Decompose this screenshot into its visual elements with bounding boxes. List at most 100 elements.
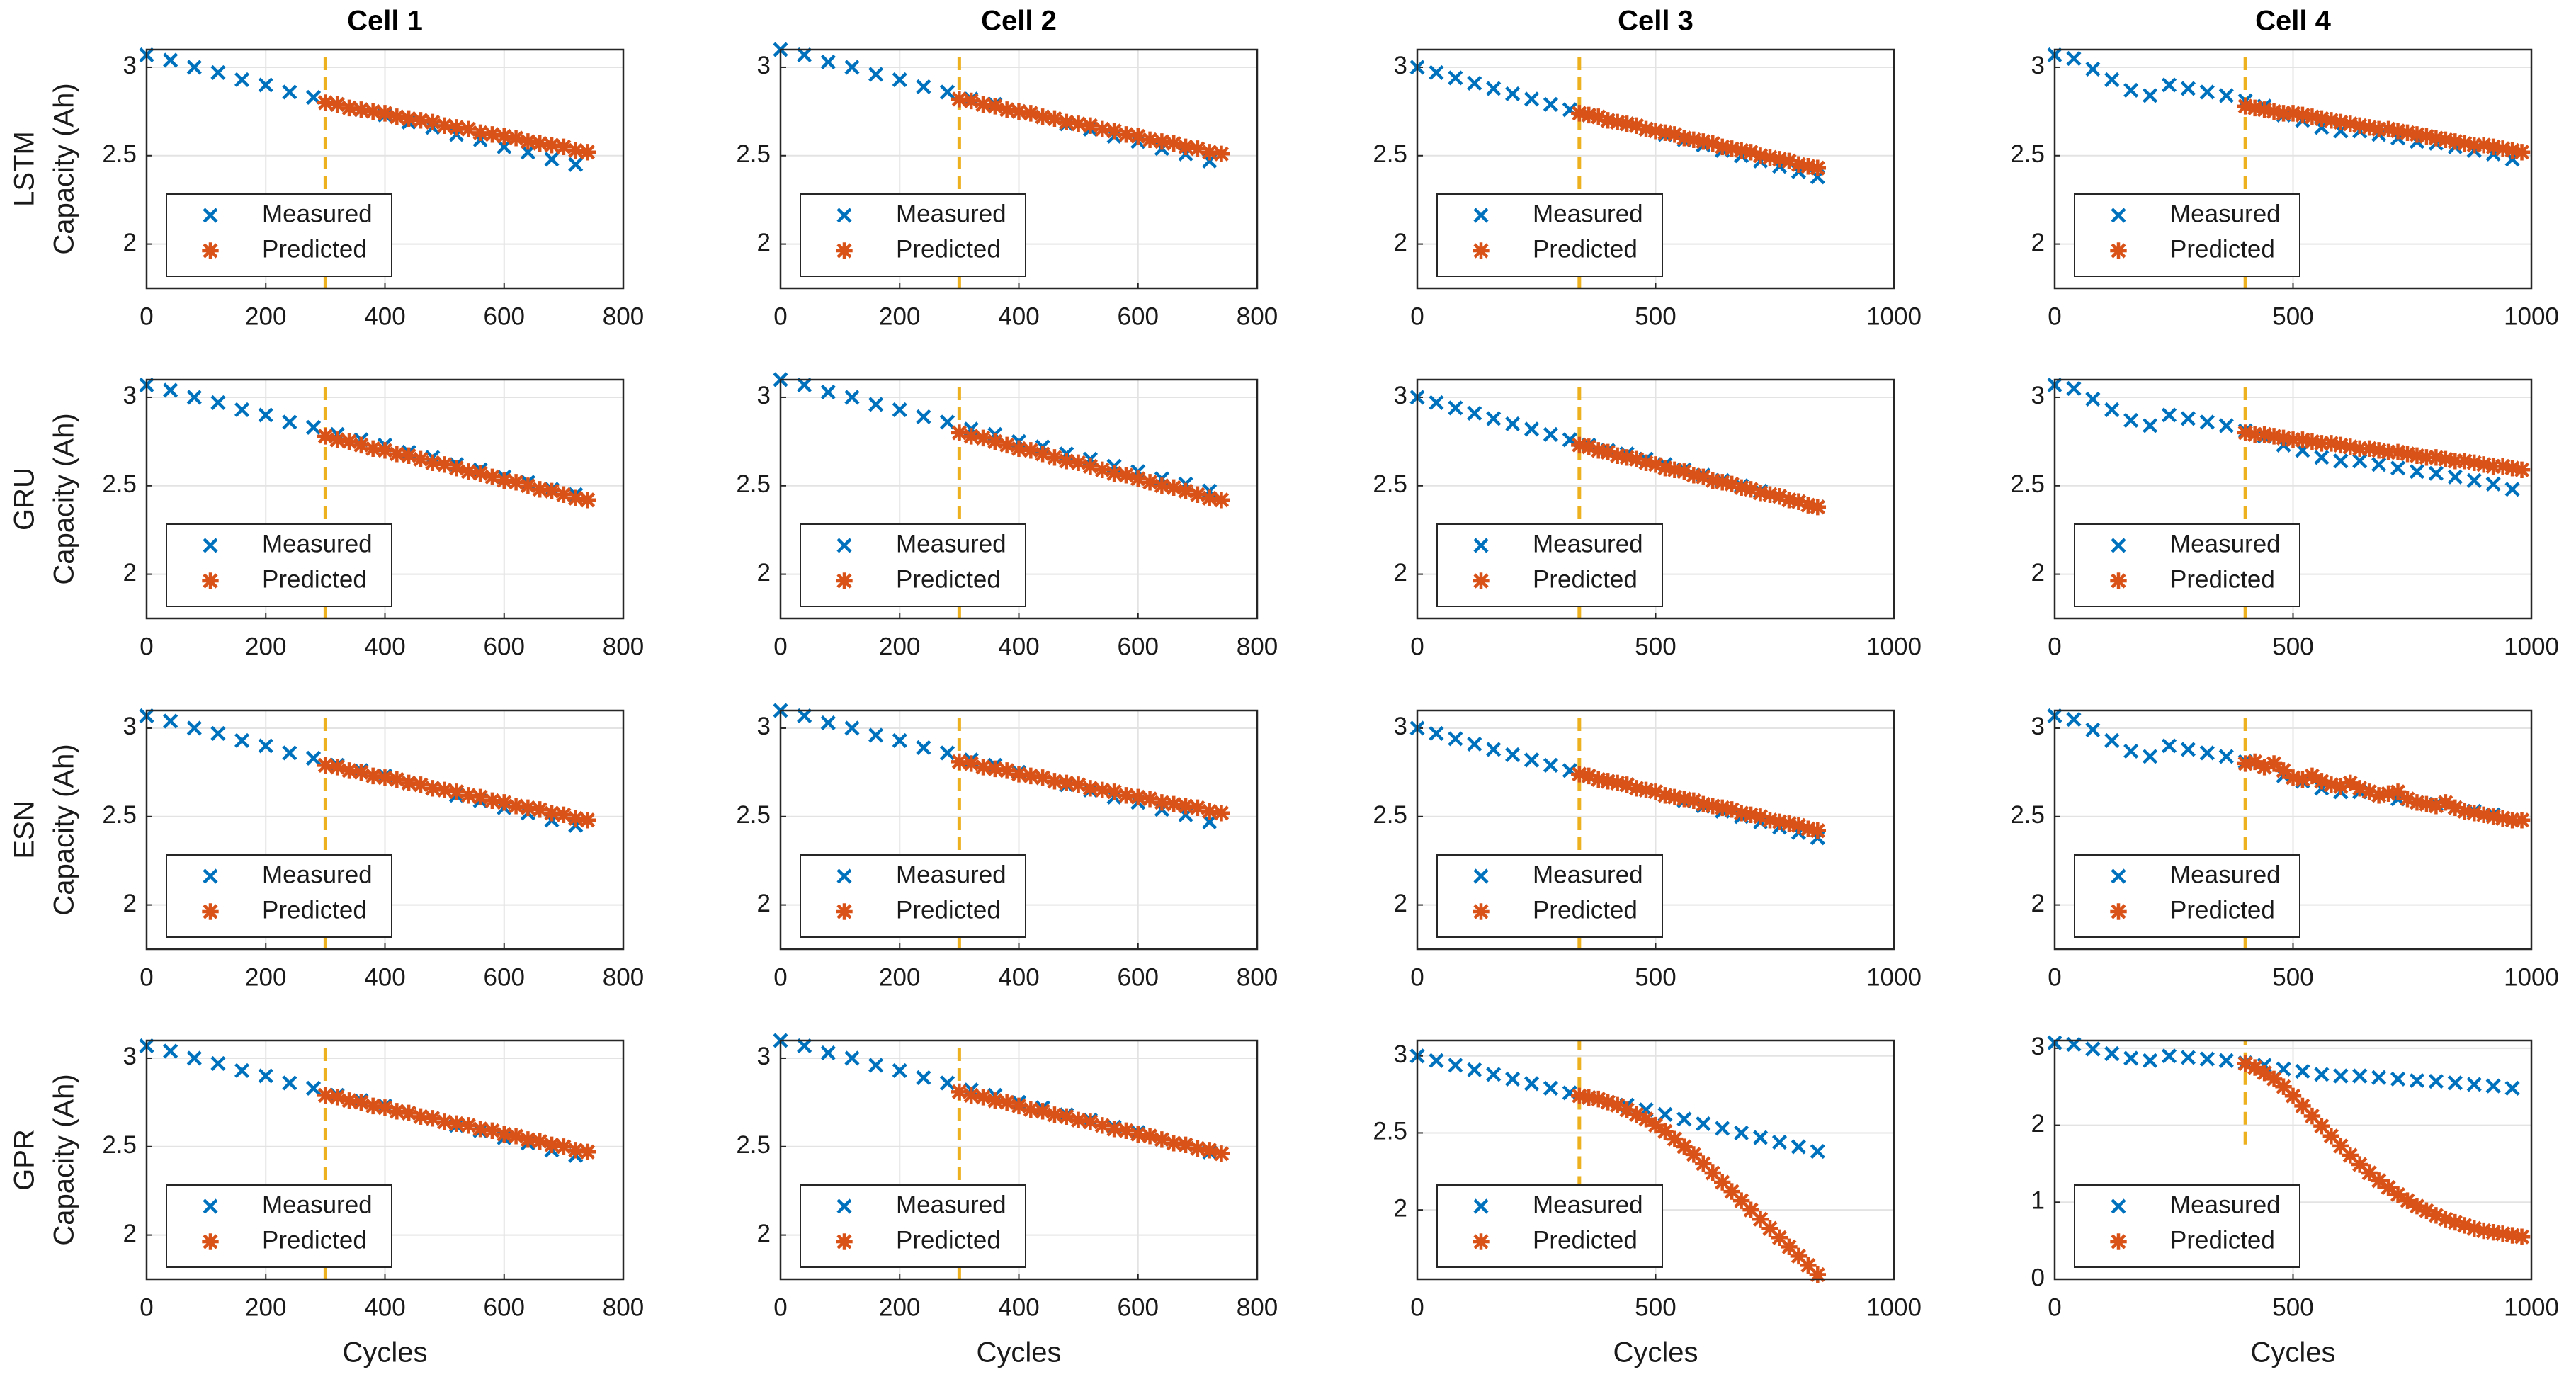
data-point: [2237, 424, 2254, 441]
data-point: [2389, 123, 2407, 140]
legend-label: Measured: [262, 530, 373, 557]
data-point: [2475, 456, 2492, 473]
data-point: [2380, 120, 2397, 138]
y-tick-label: 2.5: [1373, 140, 1407, 168]
x-tick-label: 1000: [2504, 633, 2559, 660]
data-point: [2180, 742, 2196, 757]
x-tick-label: 400: [998, 302, 1039, 330]
y-tick-label: 2: [757, 229, 771, 256]
data-point: [2504, 1080, 2520, 1096]
data-point: [987, 433, 1004, 450]
x-tick-label: 1000: [1866, 633, 1922, 660]
data-point: [163, 52, 178, 68]
x-tick-label: 600: [1118, 963, 1159, 991]
data-point: [2485, 1223, 2502, 1241]
data-point: [1810, 1143, 1825, 1160]
subplot: 0 200 400 600 800 2 2.5 3 ESN Capacity (Ah) Measur…: [9, 708, 644, 991]
data-point: [2389, 783, 2407, 800]
x-tick-label: 0: [773, 302, 787, 330]
data-point: [1771, 488, 1788, 505]
axes-box: [145, 1039, 625, 1281]
data-point: [2485, 476, 2501, 492]
data-point: [2294, 106, 2311, 124]
legend-label: Predicted: [896, 896, 1001, 924]
data-point: [258, 407, 273, 423]
x-tick-label: 200: [879, 963, 920, 991]
y-tick-label: 2: [757, 559, 771, 586]
y-tick-label: 2.5: [1373, 470, 1407, 498]
data-point: [234, 732, 250, 749]
data-point: [1165, 479, 1182, 496]
data-point: [868, 397, 884, 412]
data-point: [1676, 463, 1693, 480]
axes-box: [2053, 709, 2533, 951]
data-point: [2085, 722, 2101, 738]
data-point: [258, 738, 273, 754]
data-point: [531, 481, 548, 498]
data-point: [1213, 492, 1230, 509]
axes-box: [1416, 378, 1895, 620]
data-point: [2256, 101, 2273, 118]
data-point: [2218, 1053, 2234, 1068]
data-point: [484, 468, 501, 485]
data-point: [1771, 1229, 1788, 1246]
y-tick-label: 2.5: [102, 1131, 137, 1159]
legend-marker: [202, 903, 219, 920]
data-point: [1742, 806, 1759, 823]
data-point: [2275, 429, 2292, 447]
axes-box: [145, 378, 625, 620]
x-tick-label: 0: [773, 963, 787, 991]
data-point: [1130, 470, 1147, 487]
data-point: [892, 1062, 907, 1079]
data-point: [2237, 755, 2254, 772]
data-point: [1082, 1114, 1099, 1130]
data-point: [2294, 431, 2311, 448]
legend-marker: [2111, 868, 2126, 884]
data-point: [1714, 799, 1731, 816]
data-point: [2446, 453, 2464, 470]
x-tick-label: 800: [603, 963, 644, 991]
data-point: [1790, 156, 1808, 173]
data-point: [1486, 411, 1502, 426]
data-point: [2446, 133, 2464, 150]
data-point: [2314, 450, 2330, 465]
data-point: [2466, 472, 2482, 488]
x-tick-label: 500: [2272, 302, 2313, 330]
legend-marker: [1473, 1233, 1490, 1250]
data-point: [376, 1099, 394, 1116]
legend: Measured Predicted: [1436, 523, 1663, 607]
y-tick-label: 3: [2031, 382, 2045, 409]
data-point: [1429, 1053, 1444, 1068]
subplot: 0 200 400 600 800 2 2.5 3 Cell 1 LSTM Capacity (Ah…: [9, 6, 645, 331]
data-point: [1734, 1125, 1749, 1141]
x-axis-label: Cycles: [976, 1337, 1061, 1368]
data-point: [1189, 140, 1206, 157]
data-point: [1130, 1126, 1147, 1143]
data-point: [436, 117, 453, 135]
data-point: [1732, 1192, 1750, 1209]
x-tick-label: 500: [2272, 1293, 2313, 1321]
x-tick-label: 200: [879, 302, 920, 330]
data-point: [2428, 1074, 2444, 1089]
data-point: [1657, 1123, 1674, 1140]
legend-box: [1436, 193, 1663, 277]
data-point: [2332, 778, 2349, 795]
data-point: [163, 713, 178, 729]
data-point: [1704, 1164, 1721, 1182]
data-point: [2409, 464, 2425, 480]
data-point: [2504, 142, 2521, 159]
axes-box: [1416, 1039, 1895, 1281]
data-point: [844, 1050, 860, 1066]
data-point: [460, 120, 477, 138]
data-point: [2437, 1211, 2454, 1228]
legend: Measured Predicted: [800, 193, 1026, 277]
legend-marker: [203, 208, 218, 223]
y-tick-label: 3: [2031, 52, 2045, 79]
x-tick-label: 600: [1118, 1293, 1159, 1321]
data-point: [2427, 449, 2445, 466]
data-point: [1599, 443, 1616, 461]
data-point: [1704, 472, 1721, 489]
data-point: [1022, 105, 1040, 122]
data-point: [1524, 1076, 1540, 1092]
